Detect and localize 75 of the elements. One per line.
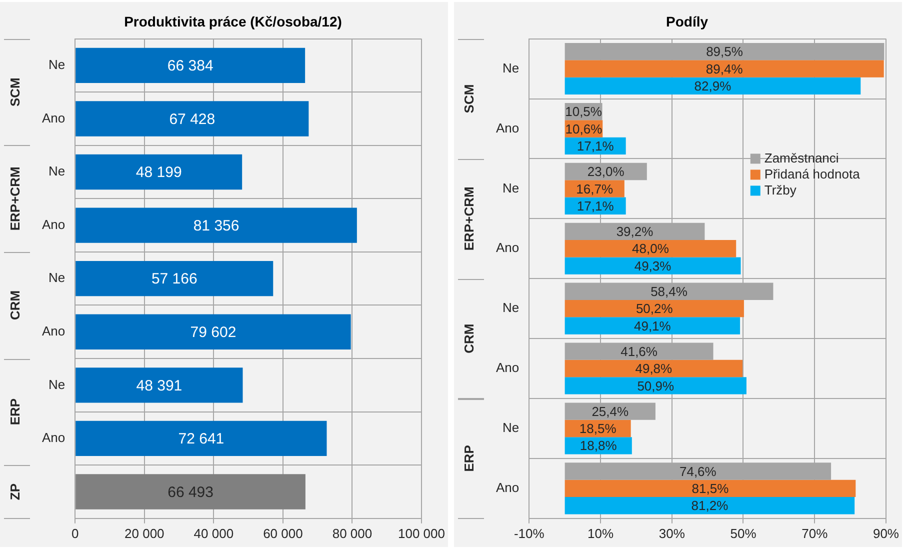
data-label: 10,5% [565, 104, 602, 120]
y-tick-label: Ne [502, 180, 520, 196]
data-label: 57 166 [151, 270, 198, 288]
data-label: 41,6% [620, 344, 658, 359]
data-label: 74,6% [679, 464, 717, 479]
data-label: 18,5% [579, 421, 617, 436]
data-label: 16,7% [576, 181, 614, 196]
data-label: 81,5% [692, 481, 730, 496]
chart-title: Podíly [666, 13, 708, 30]
data-label: 25,4% [592, 404, 629, 419]
data-label: 48 391 [136, 377, 182, 394]
text: SCM [8, 78, 23, 107]
y-tick-label: Ano [42, 216, 66, 232]
x-tick-label: 10% [587, 526, 614, 541]
text: ERP [462, 444, 477, 472]
y-tick-label: Ano [42, 110, 66, 126]
y-tick-label: Ano [496, 360, 520, 376]
y-tick-label: Ano [496, 120, 520, 136]
x-tick-label: 50% [730, 526, 757, 541]
data-label: 17,1% [576, 198, 614, 214]
data-label: 66 384 [167, 58, 214, 75]
x-tick-label: 20 000 [124, 526, 164, 541]
y-tick-label: Ne [502, 60, 520, 76]
y-tick-label: Ne [502, 420, 520, 436]
y-tick-label: Ano [42, 430, 66, 446]
data-label: 66 493 [168, 484, 214, 501]
x-tick-label: -10% [514, 526, 545, 541]
text: SCM [462, 84, 477, 114]
text: ERP+CRM [8, 166, 23, 231]
data-label: 50,9% [637, 378, 674, 394]
data-label: 39,2% [616, 224, 654, 240]
data-label: 23,0% [587, 164, 625, 180]
x-tick-label: 100 000 [398, 526, 446, 541]
text: CRM [462, 324, 477, 354]
data-label: 81 356 [193, 217, 240, 234]
data-label: 89,4% [706, 61, 744, 76]
y-tick-label: Ne [48, 57, 66, 72]
data-label: 17,1% [576, 138, 614, 154]
y-tick-label: Ano [42, 323, 66, 338]
data-label: 58,4% [650, 284, 688, 299]
data-label: 49,8% [635, 361, 673, 376]
y-tick-label: Ne [48, 376, 66, 392]
legend-label: Přidaná hodnota [764, 166, 861, 182]
x-tick-label: 90% [872, 526, 900, 541]
y-tick-label: Ne [48, 270, 66, 286]
x-tick-label: 80 000 [332, 526, 372, 541]
data-label: 18,8% [580, 438, 618, 454]
text: ERP+CRM [462, 186, 477, 251]
data-label: 67 428 [169, 110, 216, 128]
data-label: 72 641 [178, 430, 224, 448]
legend-label: Zaměstnanci [764, 150, 839, 166]
data-label: 49,3% [634, 258, 672, 274]
text: ERP [8, 398, 23, 426]
x-tick-label: 40 000 [194, 526, 234, 541]
y-tick-label: Ano [496, 240, 520, 256]
legend-label: Tržby [764, 182, 797, 198]
data-label: 48 199 [136, 164, 182, 182]
data-label: 50,2% [636, 301, 674, 316]
data-label: 79 602 [190, 324, 236, 342]
text: CRM [8, 290, 23, 320]
data-label: 81,2% [691, 498, 729, 514]
text: ZP [8, 483, 23, 500]
x-tick-label: 70% [802, 526, 828, 541]
y-tick-label: Ne [502, 300, 520, 316]
data-label: 48,0% [632, 241, 670, 256]
y-tick-label: Ano [496, 480, 520, 496]
data-label: 49,1% [634, 318, 672, 334]
data-label: 10,6% [565, 121, 603, 136]
x-tick-label: 30% [658, 526, 686, 541]
data-label: 82,9% [694, 78, 732, 94]
x-tick-label: 0 [72, 526, 79, 541]
data-label: 89,5% [706, 44, 744, 60]
chart-title: Produktivita práce (Kč/osoba/12) [124, 13, 342, 30]
y-tick-label: Ne [48, 164, 66, 179]
x-tick-label: 60 000 [263, 526, 303, 541]
